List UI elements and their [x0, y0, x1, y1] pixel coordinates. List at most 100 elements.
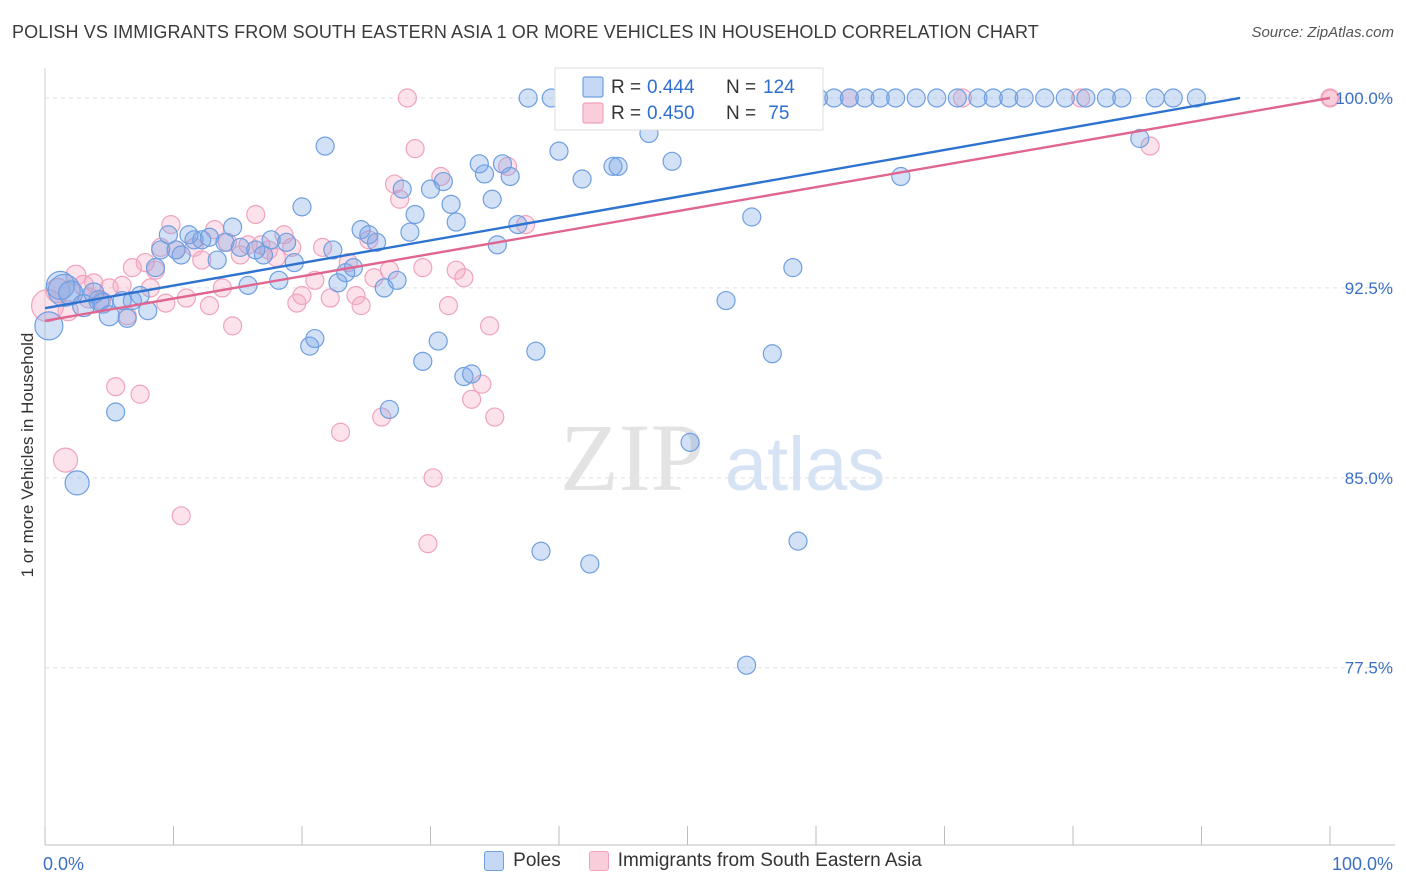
point-poles — [58, 280, 84, 306]
point-poles — [106, 402, 126, 422]
point-immigrants — [106, 377, 126, 397]
point-poles — [500, 166, 520, 187]
legend-n-value-immigrants: 75 — [763, 103, 789, 124]
point-immigrants — [418, 534, 438, 554]
point-poles — [1163, 88, 1183, 108]
legend-r-value-immigrants: 0.450 — [647, 103, 695, 124]
point-poles — [145, 258, 166, 278]
point-immigrants — [246, 204, 266, 225]
point-poles — [223, 217, 243, 237]
point-immigrants — [192, 250, 212, 270]
watermark-atlas: atlas — [725, 422, 886, 507]
point-poles — [413, 351, 433, 371]
point-immigrants — [292, 285, 312, 306]
point-immigrants — [446, 260, 466, 280]
point-poles — [762, 344, 782, 364]
point-poles — [1130, 128, 1150, 149]
point-poles — [1186, 88, 1206, 108]
point-poles — [117, 308, 137, 328]
point-poles — [549, 141, 569, 161]
bottom-legend-item-immigrants[interactable]: Immigrants from South Eastern Asia — [588, 850, 922, 872]
y-tick-label: 100.0% — [1335, 89, 1393, 108]
point-poles — [454, 366, 474, 387]
point-poles — [276, 232, 297, 252]
x-tick-label: 100.0% — [1332, 854, 1393, 874]
point-immigrants — [438, 296, 459, 316]
point-poles — [315, 136, 335, 156]
bottom-legend-label-immigrants: Immigrants from South Eastern Asia — [617, 850, 922, 871]
point-poles — [392, 179, 412, 199]
point-poles — [359, 225, 379, 245]
point-poles — [405, 204, 425, 225]
point-poles — [366, 232, 387, 252]
point-poles — [487, 235, 507, 255]
bottom-legend-item-poles[interactable]: Poles — [484, 850, 561, 872]
point-immigrants — [223, 316, 243, 336]
point-immigrants — [485, 407, 505, 427]
point-immigrants — [431, 166, 451, 187]
trend-lines — [44, 96, 1331, 323]
point-immigrants — [351, 296, 371, 316]
point-poles — [292, 197, 312, 217]
point-immigrants — [454, 268, 474, 288]
point-poles — [207, 250, 227, 270]
legend-n-label-immigrants: N = — [726, 103, 756, 124]
y-tick-label: 85.0% — [1345, 469, 1393, 488]
point-immigrants — [346, 285, 366, 306]
point-immigrants — [462, 389, 482, 409]
trend-line-poles — [44, 96, 1241, 310]
point-immigrants — [413, 258, 433, 278]
point-poles — [518, 88, 538, 108]
point-poles — [199, 227, 220, 247]
point-poles — [171, 245, 191, 265]
source-label: Source: ZipAtlas.com — [1251, 24, 1394, 41]
point-poles — [428, 331, 448, 351]
point-immigrants — [156, 293, 176, 313]
point-poles — [999, 88, 1019, 108]
point-immigrants — [423, 468, 443, 488]
point-poles — [34, 311, 64, 341]
point-poles — [1014, 88, 1034, 108]
point-poles — [1055, 88, 1075, 108]
point-immigrants — [1071, 88, 1091, 108]
point-poles — [927, 88, 947, 108]
point-poles — [608, 156, 628, 176]
point-poles — [531, 541, 551, 561]
point-poles — [580, 554, 600, 574]
point-poles — [482, 189, 502, 209]
point-poles — [230, 237, 250, 257]
tick-labels: 77.5% 85.0% 92.5% 100.0% 0.0% 100.0% — [43, 89, 1393, 874]
point-poles — [64, 470, 90, 496]
point-poles — [839, 88, 860, 108]
point-poles — [323, 240, 343, 260]
point-immigrants — [199, 296, 220, 316]
legend-n-value-poles: 124 — [763, 77, 795, 98]
point-immigrants — [372, 407, 392, 427]
point-poles — [855, 88, 875, 108]
point-poles — [400, 222, 420, 242]
legend-r-label-poles: R = — [611, 77, 641, 98]
point-poles — [387, 270, 407, 290]
legend-swatch-poles — [582, 76, 604, 98]
point-poles — [47, 273, 81, 308]
legend-n-label-poles: N = — [726, 77, 756, 98]
y-tick-label: 77.5% — [1345, 659, 1393, 678]
legend-r-label-immigrants: R = — [611, 103, 641, 124]
point-immigrants — [472, 374, 492, 394]
bottom-legend-swatch-immigrants — [588, 851, 609, 871]
bottom-legend-swatch-poles — [484, 851, 505, 871]
point-immigrants — [1140, 136, 1160, 156]
point-immigrants — [122, 258, 142, 278]
point-poles — [215, 232, 235, 252]
point-poles — [870, 88, 890, 108]
point-poles — [192, 230, 212, 250]
point-poles — [983, 88, 1003, 108]
point-poles — [1035, 88, 1055, 108]
point-poles — [662, 151, 682, 171]
point-poles — [261, 230, 281, 250]
point-immigrants — [130, 384, 150, 404]
chart-title: POLISH VS IMMIGRANTS FROM SOUTH EASTERN … — [12, 22, 1039, 42]
point-poles — [783, 258, 803, 278]
point-immigrants — [359, 230, 379, 250]
